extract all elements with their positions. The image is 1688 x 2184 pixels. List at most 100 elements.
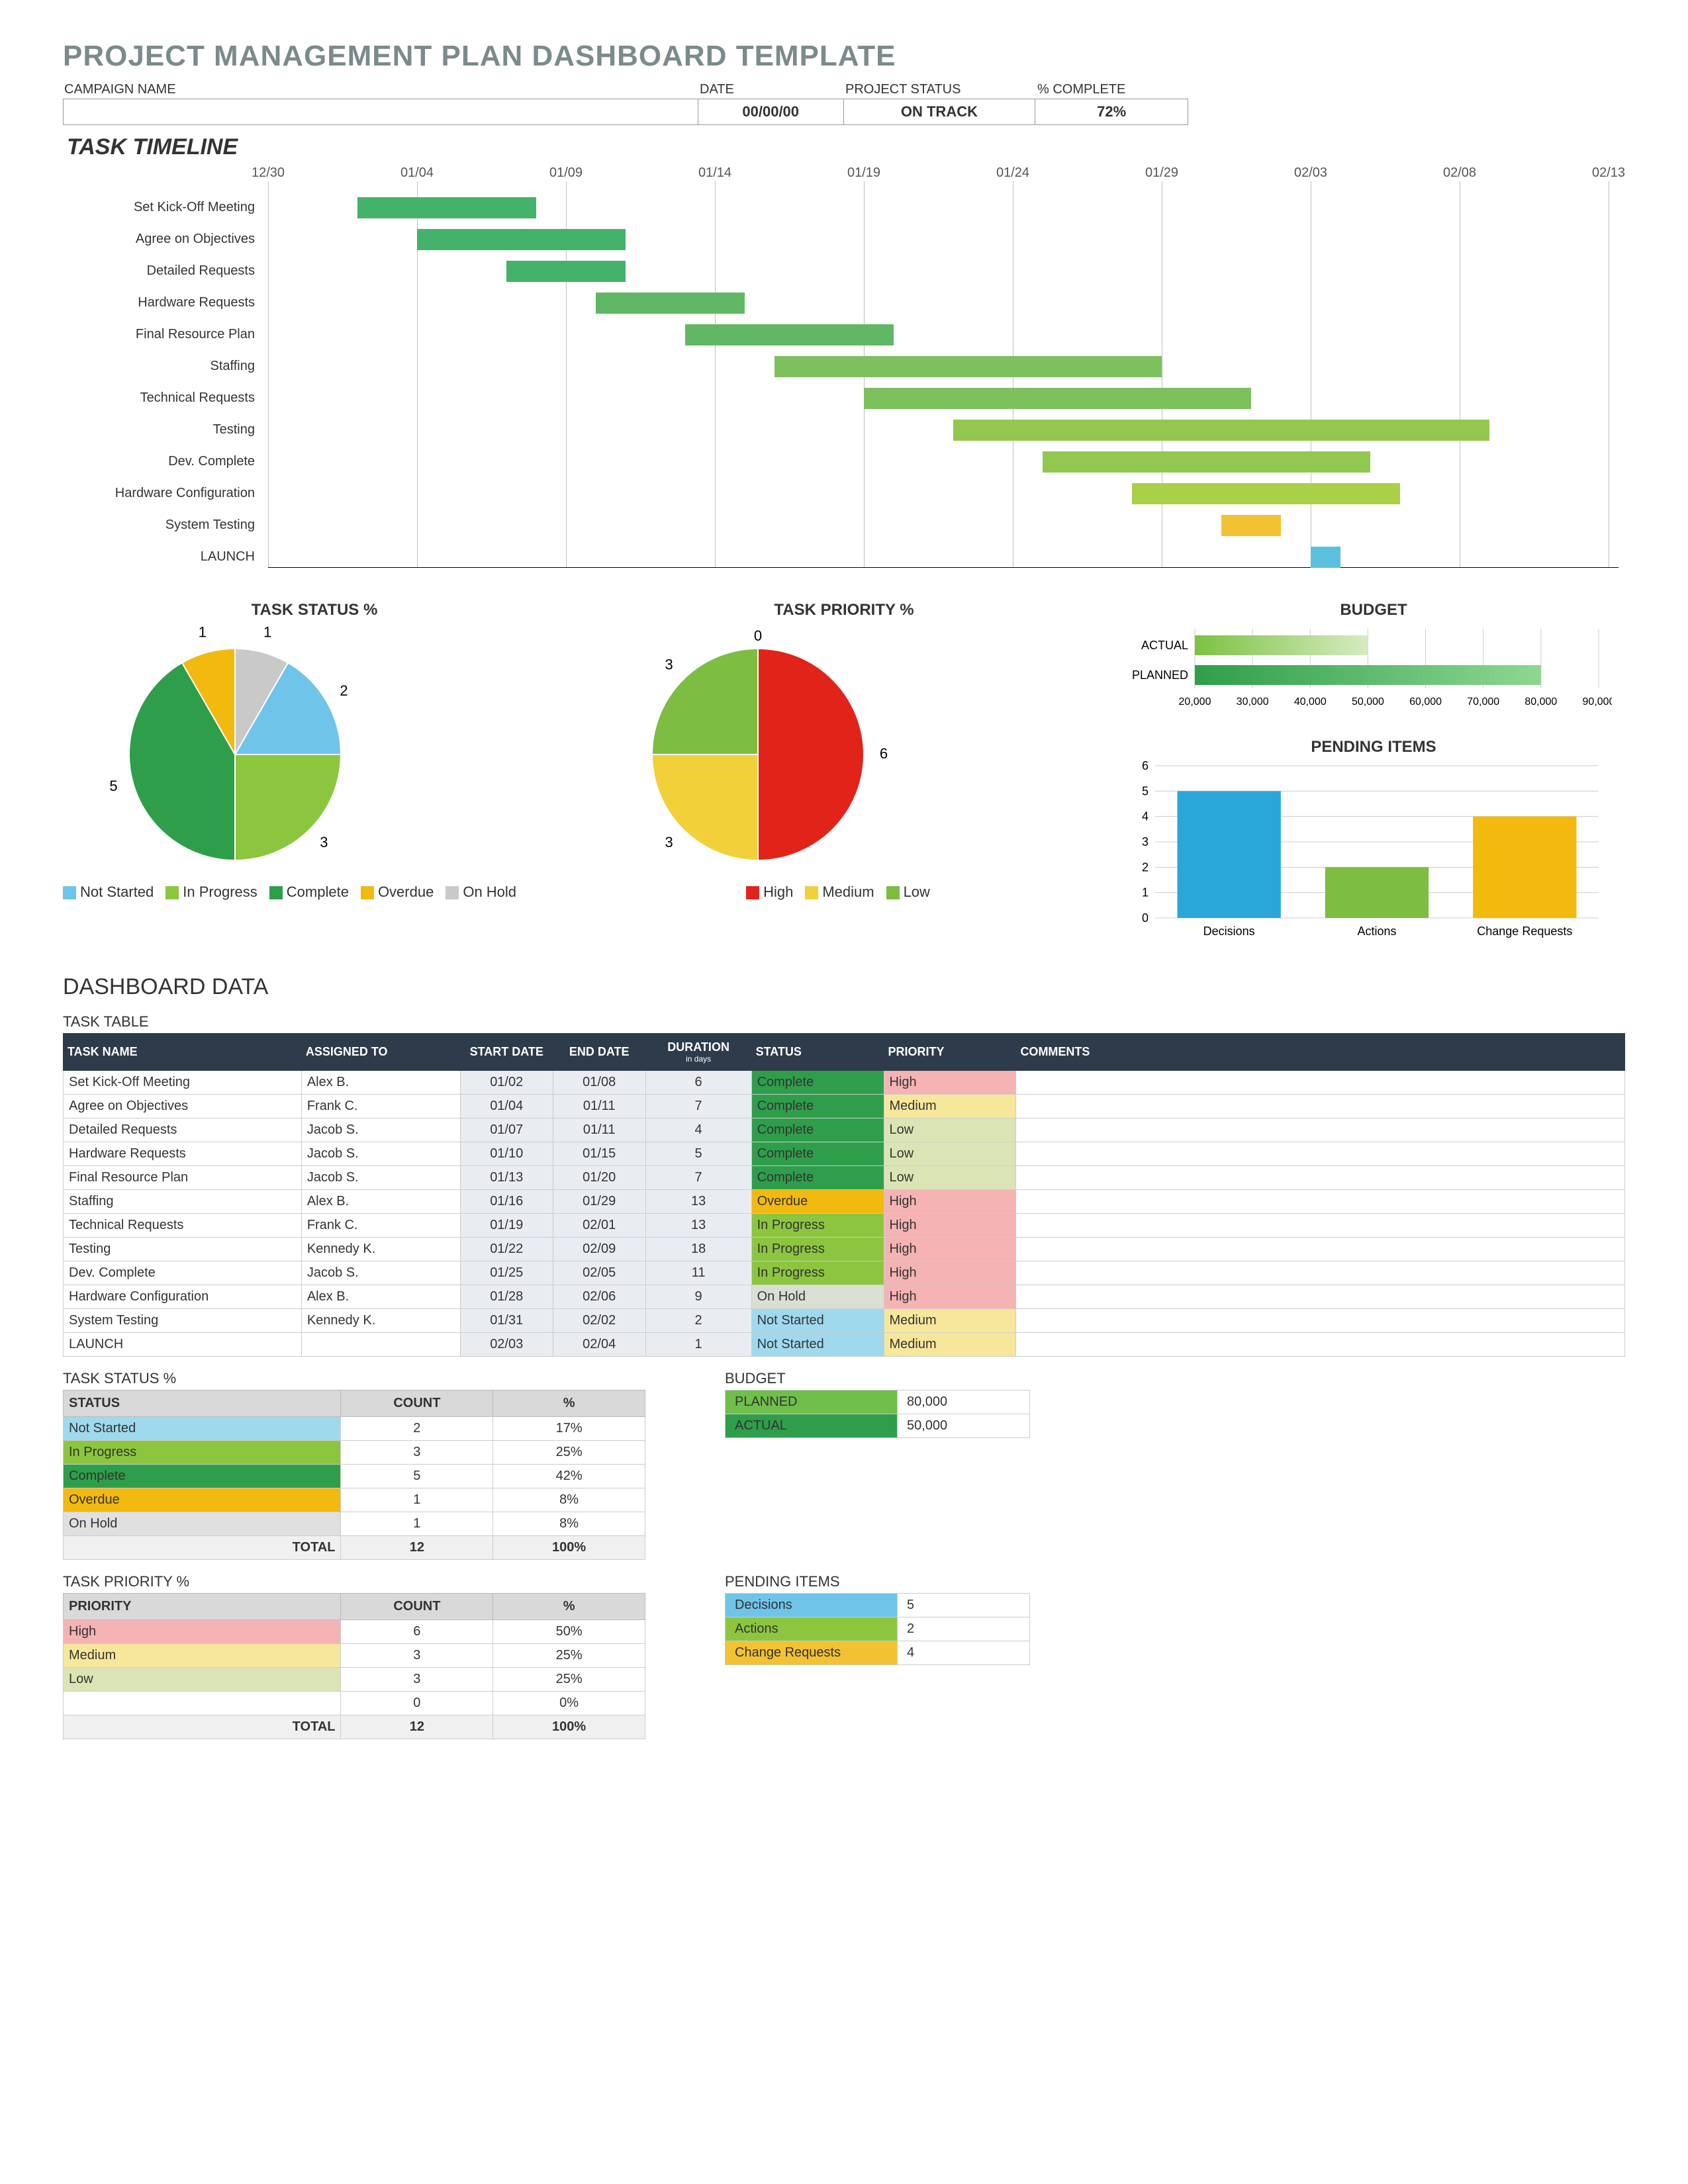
table-cell: High [884,1071,1016,1095]
table-row: ACTUAL50,000 [726,1414,1030,1438]
table-cell: Final Resource Plan [64,1166,302,1190]
legend-item: Not Started [63,884,154,901]
gantt-chart: 12/3001/0401/0901/1401/1901/2401/2902/03… [63,164,1618,588]
table-row: Overdue18% [64,1488,645,1512]
task-table-header: START DATE [460,1034,553,1071]
table-cell: Medium [884,1095,1016,1118]
table-cell: In Progress [751,1238,884,1261]
legend-swatch [269,886,283,899]
table-cell: Low [884,1142,1016,1166]
table-cell: Frank C. [301,1214,460,1238]
table-row: 00% [64,1692,645,1715]
table-row: High650% [64,1620,645,1644]
table-cell: Overdue [64,1488,341,1512]
table-cell: 01/08 [553,1071,645,1095]
legend-swatch [445,886,459,899]
pie-top-label: 0 [754,627,762,644]
legend-item: Medium [805,884,874,901]
table-cell: High [884,1261,1016,1285]
label-complete: % COMPLETE [1036,78,1188,99]
table-cell: 3 [341,1668,493,1692]
task-status-legend: Not StartedIn ProgressCompleteOverdueOn … [63,884,566,901]
table-row: System TestingKennedy K.01/3102/022Not S… [64,1309,1625,1333]
gantt-date-label: 12/30 [252,165,285,181]
table-header: COUNT [341,1594,493,1620]
task-table-header: STATUS [751,1034,884,1071]
legend-item: Low [886,884,930,901]
table-row: PLANNED80,000 [726,1390,1030,1414]
table-row: LAUNCH02/0302/041Not StartedMedium [64,1333,1625,1357]
task-table-header: ASSIGNED TO [301,1034,460,1071]
axis-tick-label: 40,000 [1294,696,1327,707]
label-date: DATE [698,78,844,99]
gantt-date-label: 02/08 [1443,165,1476,181]
table-row: Agree on ObjectivesFrank C.01/0401/117Co… [64,1095,1625,1118]
table-cell: Frank C. [301,1095,460,1118]
table-row: In Progress325% [64,1441,645,1465]
table-cell: Technical Requests [64,1214,302,1238]
table-cell: 3 [341,1644,493,1668]
task-table-header: COMMENTS [1016,1034,1625,1071]
table-cell: 18 [645,1238,751,1261]
table-cell: 02/03 [460,1333,553,1357]
priority-pct-title: TASK PRIORITY % [63,1573,645,1590]
gantt-bar [1132,483,1400,504]
table-cell: Jacob S. [301,1261,460,1285]
gantt-task-label: Hardware Configuration [63,486,261,501]
table-row: Low325% [64,1668,645,1692]
table-cell [1016,1238,1625,1261]
table-row: Complete542% [64,1465,645,1488]
status-pct-table: STATUSCOUNT%Not Started217%In Progress32… [63,1390,645,1560]
pending-bar [1178,791,1281,918]
table-cell [1016,1095,1625,1118]
table-row: Technical RequestsFrank C.01/1902/0113In… [64,1214,1625,1238]
pie-value-label: 5 [109,778,117,794]
value-campaign[interactable] [64,99,698,124]
table-row: Hardware RequestsJacob S.01/1001/155Comp… [64,1142,1625,1166]
table-row: Set Kick-Off MeetingAlex B.01/0201/086Co… [64,1071,1625,1095]
axis-tick-label: 4 [1142,810,1149,823]
axis-tick-label: 2 [1142,860,1149,874]
table-cell: 0 [341,1692,493,1715]
value-complete: 72% [1035,99,1188,124]
label-status: PROJECT STATUS [844,78,1036,99]
table-cell: Low [64,1668,341,1692]
value-status: ON TRACK [844,99,1036,124]
table-cell: Medium [64,1644,341,1668]
table-row: Not Started217% [64,1417,645,1441]
table-cell: Hardware Requests [64,1142,302,1166]
axis-tick-label: 5 [1142,784,1149,797]
table-cell: Low [884,1118,1016,1142]
table-cell: 25% [493,1644,645,1668]
gantt-task-label: Dev. Complete [63,454,261,469]
table-cell: Detailed Requests [64,1118,302,1142]
table-cell: 02/04 [553,1333,645,1357]
axis-tick-label: 50,000 [1352,696,1384,707]
axis-tick-label: 70,000 [1467,696,1499,707]
budget-bar-label: PLANNED [1132,668,1188,682]
legend-item: Complete [269,884,349,901]
table-cell: On Hold [751,1285,884,1309]
gantt-bar [1043,451,1370,473]
table-cell: 01/16 [460,1190,553,1214]
table-cell: Complete [751,1071,884,1095]
axis-tick-label: 90,000 [1583,696,1612,707]
header-labels: CAMPAIGN NAME DATE PROJECT STATUS % COMP… [63,78,1188,99]
task-table: TASK NAMEASSIGNED TOSTART DATEEND DATEDU… [63,1033,1625,1357]
table-cell [64,1692,341,1715]
table-cell: Overdue [751,1190,884,1214]
table-cell: 25% [493,1441,645,1465]
gantt-bar [685,324,894,345]
table-cell: 6 [645,1071,751,1095]
legend-item: In Progress [165,884,258,901]
table-cell: High [64,1620,341,1644]
table-cell: 01/11 [553,1118,645,1142]
pending-cat-label: Decisions [1203,925,1255,938]
table-cell: 1 [341,1488,493,1512]
table-cell: 42% [493,1465,645,1488]
table-row: Hardware ConfigurationAlex B.01/2802/069… [64,1285,1625,1309]
legend-swatch [746,886,759,899]
table-cell [1016,1142,1625,1166]
legend-swatch [361,886,374,899]
table-cell: 01/15 [553,1142,645,1166]
